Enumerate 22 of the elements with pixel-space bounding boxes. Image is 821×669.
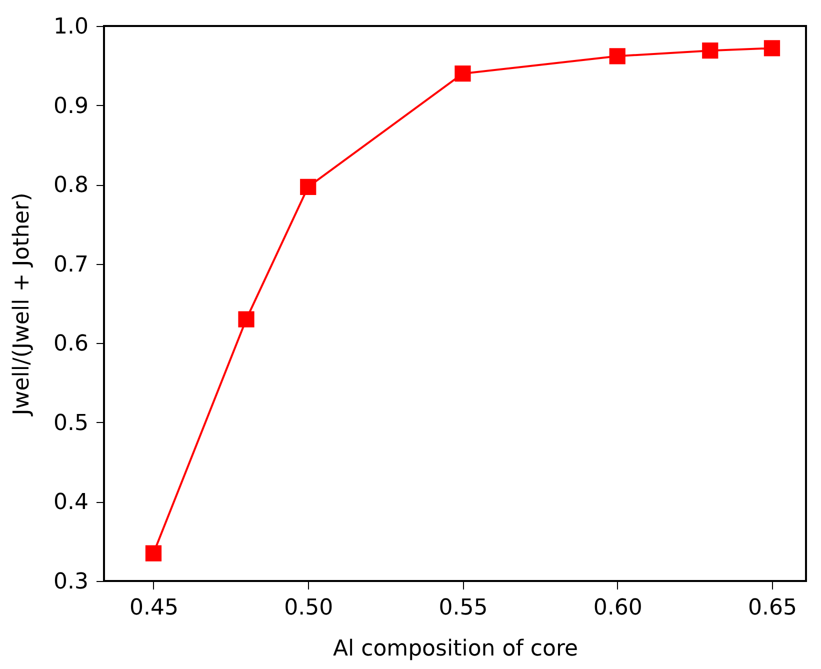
point bbox=[145, 545, 162, 562]
point bbox=[609, 48, 626, 64]
x-tick-label: 0.45 bbox=[129, 596, 178, 620]
y-tick-label: 0.7 bbox=[54, 252, 88, 278]
point bbox=[238, 311, 254, 328]
y-tick-label: 1.0 bbox=[54, 14, 88, 40]
point bbox=[300, 178, 316, 196]
point bbox=[702, 42, 718, 59]
y-tick-label: 0.4 bbox=[54, 490, 88, 516]
x-tick-label: 0.50 bbox=[284, 596, 334, 620]
point bbox=[454, 66, 471, 82]
y-axis-title: Jwell/(Jwell + Jother) bbox=[10, 192, 35, 418]
x-tick-label: 0.55 bbox=[438, 596, 488, 620]
point bbox=[764, 40, 780, 56]
x-tick-label: 0.60 bbox=[593, 596, 642, 620]
x-axis-title: Al composition of core bbox=[332, 636, 578, 662]
y-tick-label: 0.8 bbox=[54, 173, 88, 198]
x-tick-label: 0.65 bbox=[748, 596, 797, 620]
y-tick-label: 0.9 bbox=[54, 94, 88, 119]
y-tick-label: 0.3 bbox=[54, 570, 88, 594]
y-tick-label: 0.6 bbox=[54, 332, 88, 357]
y-tick-label: 0.5 bbox=[54, 410, 88, 436]
